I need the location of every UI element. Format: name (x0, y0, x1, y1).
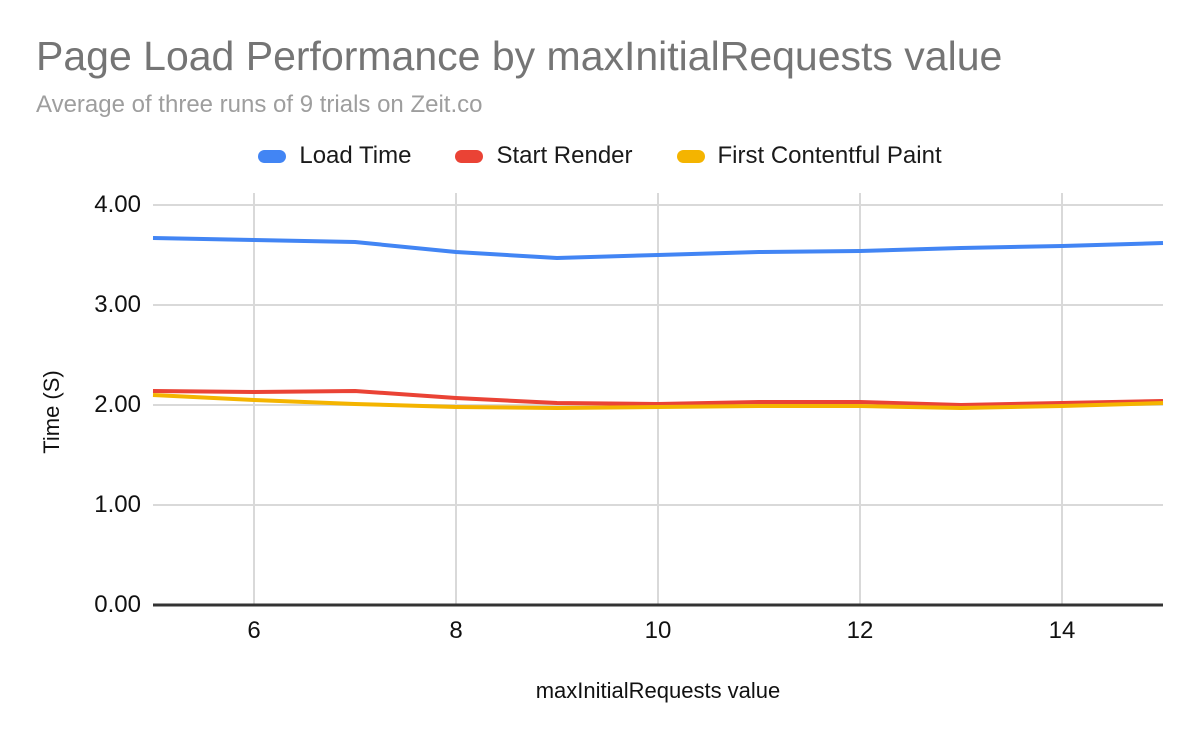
legend-item-first-contentful-paint: First Contentful Paint (676, 142, 942, 170)
legend-label-first-contentful-paint: First Contentful Paint (717, 142, 942, 169)
chart-title: Page Load Performance by maxInitialReque… (36, 33, 1003, 79)
series-line-load-time (152, 236, 1164, 260)
series-line-start-render (152, 389, 1164, 407)
legend-label-start-render: Start Render (496, 142, 633, 169)
y-tick-label-3.00: 3.00 (94, 291, 141, 318)
chart-legend: Load Time Start Render First Contentful … (0, 141, 1200, 171)
legend-item-start-render: Start Render (455, 142, 633, 170)
legend-label-load-time: Load Time (299, 142, 412, 169)
x-tick-label-14: 14 (1048, 617, 1076, 644)
x-tick-label-6: 6 (247, 617, 261, 644)
series-line-first-contentful-paint (152, 393, 1164, 410)
y-tick-label-0.00: 0.00 (94, 591, 141, 618)
legend-swatch-first-contentful-paint (676, 149, 705, 163)
y-tick-label-2.00: 2.00 (94, 391, 141, 418)
legend-swatch-load-time (258, 149, 287, 163)
y-axis-title: Time (S) (39, 370, 64, 454)
x-tick-label-10: 10 (644, 617, 672, 644)
y-tick-label-1.00: 1.00 (94, 491, 141, 518)
x-tick-label-12: 12 (846, 617, 874, 644)
x-axis-title: maxInitialRequests value (535, 678, 781, 703)
x-tick-label-8: 8 (449, 617, 463, 644)
chart-subtitle: Average of three runs of 9 trials on Zei… (36, 91, 483, 118)
legend-swatch-start-render (455, 149, 484, 163)
y-tick-label-4.00: 4.00 (94, 191, 141, 218)
legend-item-load-time: Load Time (258, 142, 411, 170)
